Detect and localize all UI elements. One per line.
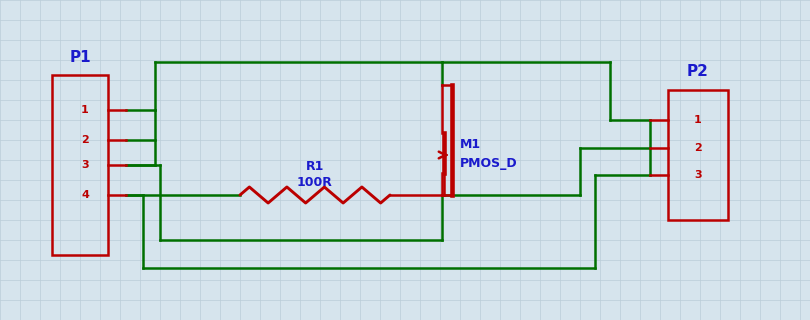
Text: 3: 3 (694, 170, 701, 180)
Text: P1: P1 (69, 50, 91, 65)
Text: 100R: 100R (297, 175, 333, 188)
Text: 2: 2 (81, 135, 89, 145)
Text: P2: P2 (687, 65, 709, 79)
Text: 4: 4 (81, 190, 89, 200)
Text: 3: 3 (81, 160, 89, 170)
Text: 2: 2 (694, 143, 702, 153)
Bar (52, 75, 108, 255)
Text: 1: 1 (694, 115, 702, 125)
Text: R1: R1 (306, 161, 324, 173)
Text: PMOS_D: PMOS_D (460, 156, 518, 170)
Text: 1: 1 (81, 105, 89, 115)
Bar (668, 90, 728, 220)
Text: M1: M1 (460, 139, 481, 151)
